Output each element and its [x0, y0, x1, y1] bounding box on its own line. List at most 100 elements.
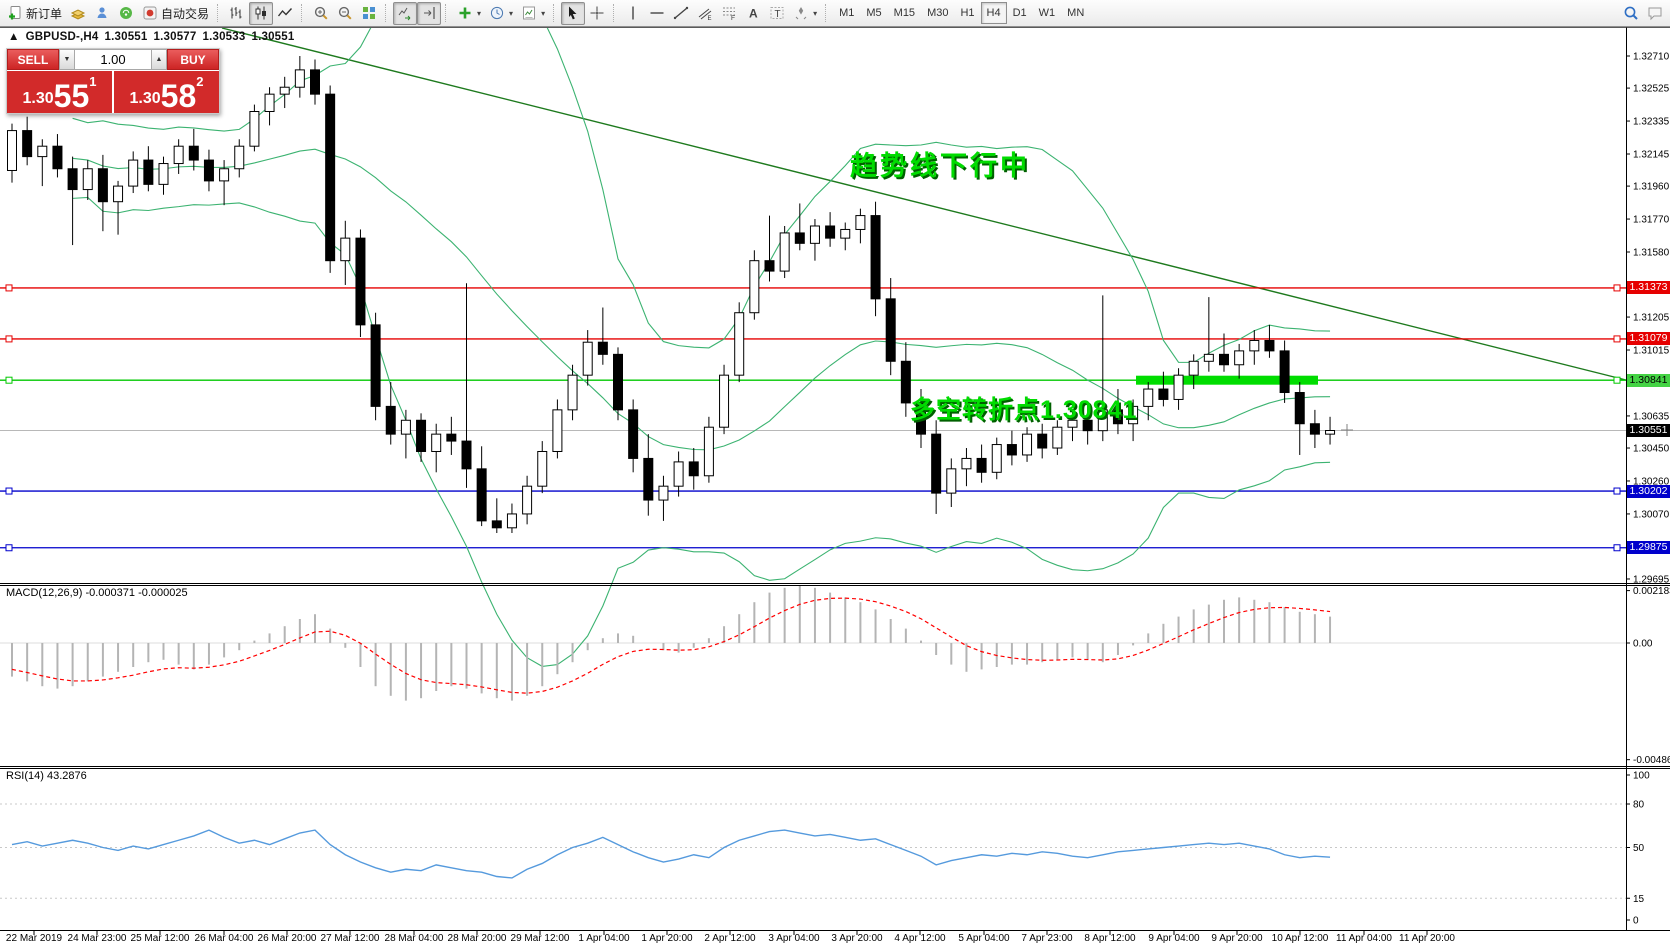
crosshair-button[interactable]	[585, 2, 609, 25]
horizontal-line-button[interactable]	[645, 2, 669, 25]
indicators-button[interactable]: ▾	[453, 2, 485, 25]
volume-decrease-button[interactable]: ▼	[59, 49, 75, 70]
candlestick-chart-button[interactable]	[249, 1, 274, 25]
time-label: 10 Apr 12:00	[1271, 933, 1329, 944]
channel-button[interactable]: E	[693, 2, 717, 25]
line-chart-button[interactable]	[273, 2, 297, 25]
chat-button[interactable]	[1643, 2, 1667, 25]
macd-indicator-label: MACD(12,26,9) -0.000371 -0.000025	[6, 587, 188, 599]
template-icon	[523, 6, 536, 20]
bar-chart-icon	[230, 7, 242, 19]
hline-price-label: 1.31373	[1627, 281, 1670, 295]
hline-price-label: 1.30841	[1627, 373, 1670, 387]
vertical-line-button[interactable]	[621, 2, 645, 25]
svg-text:80: 80	[1633, 800, 1645, 811]
svg-text:1.29695: 1.29695	[1633, 574, 1670, 585]
buy-button[interactable]: BUY	[167, 49, 219, 70]
dropdown-arrow-icon: ▾	[541, 8, 546, 18]
svg-text:0.002183: 0.002183	[1633, 586, 1670, 597]
svg-text:1.32145: 1.32145	[1633, 150, 1670, 161]
arrows-icon	[795, 7, 807, 20]
timeframe-h4-button[interactable]: H4	[980, 2, 1007, 24]
search-button[interactable]	[1619, 2, 1643, 25]
timeframe-m1-button[interactable]: M1	[833, 2, 860, 24]
svg-text:0: 0	[1633, 916, 1639, 927]
time-label: 9 Apr 04:00	[1148, 933, 1200, 944]
time-label: 24 Mar 23:00	[67, 933, 127, 944]
vertical-line-icon	[632, 6, 634, 20]
clock-icon	[490, 6, 504, 20]
buy-price-big: 1.30	[129, 90, 161, 107]
cursor-button[interactable]	[561, 1, 586, 25]
chart-shift-button[interactable]	[417, 1, 442, 25]
toolbar-grip	[825, 4, 829, 22]
timeframe-d1-button[interactable]: D1	[1007, 2, 1033, 24]
autotrading-button[interactable]: 自动交易	[138, 2, 213, 25]
time-label: 28 Mar 20:00	[447, 933, 507, 944]
zoom-out-button[interactable]	[333, 2, 357, 25]
svg-text:1.30070: 1.30070	[1633, 509, 1670, 520]
toolbar-grip	[301, 4, 305, 22]
zoom-in-button[interactable]	[309, 2, 333, 25]
sell-button[interactable]: SELL	[7, 49, 59, 70]
label-button[interactable]: T	[765, 2, 789, 25]
time-label: 4 Apr 12:00	[894, 933, 946, 944]
line-chart-icon	[277, 8, 293, 17]
zoom-in-icon	[314, 6, 328, 20]
auto-scroll-button[interactable]	[393, 1, 418, 25]
periods-button[interactable]: ▾	[485, 2, 517, 25]
hline-price-label: 1.31079	[1627, 332, 1670, 346]
tile-windows-icon	[363, 7, 376, 19]
bar-chart-button[interactable]	[225, 2, 249, 25]
cursor-icon	[569, 6, 577, 20]
time-label: 26 Mar 20:00	[257, 933, 317, 944]
signals-button[interactable]	[114, 2, 138, 25]
buy-price[interactable]: 1.30 58 2	[114, 71, 219, 113]
toolbar-grip	[553, 4, 557, 22]
toolbar-grip	[217, 4, 221, 22]
profile-icon	[97, 7, 107, 18]
templates-button[interactable]: ▾	[517, 2, 549, 25]
timeframe-m30-button[interactable]: M30	[921, 2, 954, 24]
timeframe-w1-button[interactable]: W1	[1033, 2, 1062, 24]
dropdown-arrow-icon: ▾	[813, 8, 818, 18]
timeframe-m15-button[interactable]: M15	[888, 2, 921, 24]
timeframe-mn-button[interactable]: MN	[1061, 2, 1090, 24]
svg-text:1.31960: 1.31960	[1633, 182, 1670, 193]
crosshair-icon	[590, 6, 604, 20]
time-label: 9 Apr 20:00	[1211, 933, 1263, 944]
sell-price-pips: 55	[53, 78, 90, 114]
volume-input[interactable]: 1.00	[75, 49, 151, 70]
time-label: 11 Apr 20:00	[1399, 933, 1455, 944]
chart-shift-icon	[424, 7, 435, 19]
new-order-button[interactable]: 新订单	[3, 2, 66, 25]
auto-scroll-icon	[398, 7, 411, 21]
trendline-button[interactable]	[669, 2, 693, 25]
timeframe-h1-button[interactable]: H1	[954, 2, 980, 24]
svg-text:F: F	[731, 15, 735, 21]
toolbar-grip	[445, 4, 449, 22]
indicators-add-icon	[459, 7, 471, 19]
svg-text:E: E	[708, 16, 712, 21]
tile-windows-button[interactable]	[357, 2, 381, 25]
symbol-collapse-icon[interactable]: ▲	[8, 31, 20, 43]
timeframe-m5-button[interactable]: M5	[860, 2, 887, 24]
sell-price[interactable]: 1.30 55 1	[7, 71, 112, 113]
svg-text:1.32525: 1.32525	[1633, 84, 1670, 95]
time-label: 1 Apr 20:00	[641, 933, 693, 944]
shapes-button[interactable]: ▾	[789, 2, 821, 25]
time-label: 3 Apr 04:00	[768, 933, 820, 944]
symbol-name: GBPUSD-,H4	[25, 31, 99, 43]
market-watch-button[interactable]	[66, 2, 90, 25]
text-label-icon: T	[770, 7, 784, 20]
profile-button[interactable]	[90, 2, 114, 25]
fibonacci-button[interactable]: F	[717, 2, 741, 25]
svg-text:0.00: 0.00	[1633, 639, 1653, 650]
time-label: 7 Apr 23:00	[1021, 933, 1073, 944]
text-button[interactable]: A	[741, 2, 765, 25]
volume-increase-button[interactable]: ▲	[151, 49, 167, 70]
hline-price-label: 1.30202	[1627, 484, 1670, 498]
horizontal-line-icon	[650, 12, 664, 14]
